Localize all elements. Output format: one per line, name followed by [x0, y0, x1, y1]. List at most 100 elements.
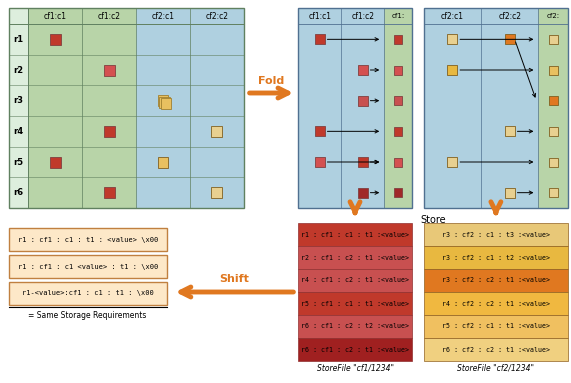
Bar [315, 157, 325, 167]
Bar [549, 157, 558, 167]
Text: r1: r1 [13, 35, 23, 44]
Text: cf1:c1: cf1:c1 [308, 11, 331, 21]
Bar [9, 8, 29, 208]
Bar [158, 95, 168, 106]
Text: r1 : cf1 : c1 : t1 :<value>: r1 : cf1 : c1 : t1 :<value> [301, 231, 409, 237]
Bar [505, 126, 514, 136]
Bar [538, 8, 568, 208]
Bar [505, 188, 514, 198]
Text: r6 : cf1 : c2 : t2 :<value>: r6 : cf1 : c2 : t2 :<value> [301, 324, 409, 329]
Bar [315, 126, 325, 136]
Text: r5: r5 [13, 157, 23, 167]
Text: r2: r2 [13, 65, 23, 75]
Bar [424, 223, 568, 246]
Bar [298, 246, 412, 269]
Bar [549, 65, 558, 75]
Bar [211, 187, 222, 198]
Text: r5 : cf1 : c1 : t1 :<value>: r5 : cf1 : c1 : t1 :<value> [301, 301, 409, 306]
Bar [424, 269, 568, 292]
Bar [393, 35, 403, 44]
Bar [549, 35, 558, 44]
Bar [424, 8, 568, 208]
Bar [393, 65, 403, 75]
Text: r6 : cf1 : c2 : t1 :<value>: r6 : cf1 : c2 : t1 :<value> [301, 347, 409, 352]
Bar [298, 8, 384, 208]
Bar [160, 98, 171, 109]
Text: r4 : cf1 : c2 : t1 :<value>: r4 : cf1 : c2 : t1 :<value> [301, 278, 409, 283]
Bar [9, 282, 167, 305]
Text: cf2:: cf2: [546, 13, 560, 19]
Text: r1 : cf1 : c1 <value> : t1 : \x00: r1 : cf1 : c1 <value> : t1 : \x00 [18, 264, 158, 270]
Bar [50, 34, 61, 45]
Bar [424, 292, 568, 315]
Bar [448, 157, 457, 167]
Bar [104, 187, 115, 198]
Text: r2 : cf1 : c2 : t1 :<value>: r2 : cf1 : c2 : t1 :<value> [301, 254, 409, 260]
Bar [358, 157, 368, 167]
Bar [358, 96, 368, 106]
Bar [448, 65, 457, 75]
Bar [9, 8, 244, 208]
Text: r4 : cf2 : c2 : t1 :<value>: r4 : cf2 : c2 : t1 :<value> [442, 301, 550, 306]
Bar [82, 8, 136, 208]
Text: cf2:c1: cf2:c1 [151, 11, 175, 21]
Bar [298, 223, 412, 246]
Bar [384, 8, 412, 208]
Bar [104, 64, 115, 75]
Text: cf1:: cf1: [391, 13, 405, 19]
Text: cf2:c1: cf2:c1 [441, 11, 464, 21]
Text: r3 : cf2 : c1 : t2 :<value>: r3 : cf2 : c1 : t2 :<value> [442, 254, 550, 260]
Bar [393, 96, 403, 105]
Text: r3 : cf2 : c2 : t1 :<value>: r3 : cf2 : c2 : t1 :<value> [442, 278, 550, 283]
Text: r6 : cf2 : c2 : t1 :<value>: r6 : cf2 : c2 : t1 :<value> [442, 347, 550, 352]
Bar [298, 292, 412, 315]
Bar [393, 127, 403, 136]
Bar [298, 8, 412, 208]
Text: StoreFile "cf1/1234": StoreFile "cf1/1234" [316, 363, 393, 373]
Bar [29, 8, 82, 208]
Bar [393, 188, 403, 197]
Bar [298, 315, 412, 338]
Text: Store: Store [420, 215, 446, 225]
Text: cf1:c1: cf1:c1 [44, 11, 67, 21]
Bar [358, 188, 368, 198]
Bar [159, 97, 170, 108]
Bar [298, 338, 412, 361]
Text: cf2:c2: cf2:c2 [498, 11, 521, 21]
Bar [315, 34, 325, 44]
Bar [9, 255, 167, 278]
Bar [50, 157, 61, 167]
Text: r6: r6 [13, 188, 23, 197]
Bar [424, 315, 568, 338]
Text: r4: r4 [13, 127, 23, 136]
Bar [298, 269, 412, 292]
Bar [104, 126, 115, 137]
Bar [136, 8, 190, 208]
Bar [424, 338, 568, 361]
Text: r3 : cf2 : c1 : t3 :<value>: r3 : cf2 : c1 : t3 :<value> [442, 231, 550, 237]
Bar [505, 34, 514, 44]
Bar [448, 34, 457, 44]
Bar [211, 126, 222, 137]
Bar [358, 65, 368, 75]
Text: r1 : cf1 : c1 : t1 : <value> \x00: r1 : cf1 : c1 : t1 : <value> \x00 [18, 236, 158, 242]
Text: cf1:c2: cf1:c2 [351, 11, 374, 21]
Bar [549, 188, 558, 197]
Bar [549, 96, 558, 105]
Text: StoreFile "cf2/1234": StoreFile "cf2/1234" [457, 363, 534, 373]
Text: r3: r3 [14, 96, 23, 105]
Bar [424, 8, 538, 208]
Bar [9, 228, 167, 251]
Bar [393, 157, 403, 167]
Text: r1-<value>:cf1 : c1 : t1 : \x00: r1-<value>:cf1 : c1 : t1 : \x00 [22, 290, 154, 296]
Bar [158, 157, 168, 167]
Text: cf2:c2: cf2:c2 [206, 11, 228, 21]
Text: = Same Storage Requirements: = Same Storage Requirements [29, 311, 147, 319]
Bar [424, 246, 568, 269]
Bar [190, 8, 244, 208]
Text: cf1:c2: cf1:c2 [98, 11, 120, 21]
Text: r5 : cf2 : c1 : t1 :<value>: r5 : cf2 : c1 : t1 :<value> [442, 324, 550, 329]
Text: Fold: Fold [258, 76, 284, 86]
Bar [549, 127, 558, 136]
Text: Shift: Shift [219, 274, 249, 284]
